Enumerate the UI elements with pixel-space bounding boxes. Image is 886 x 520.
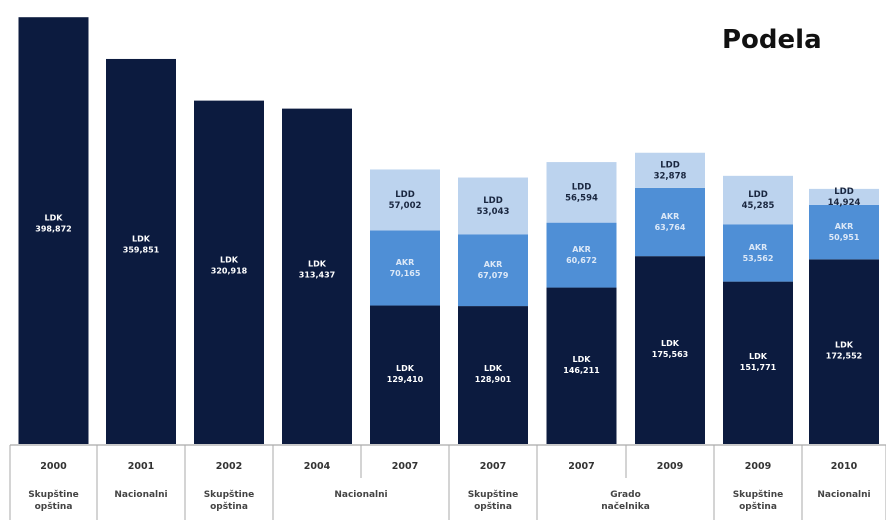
bar-3: LDK 320,918 [194, 100, 264, 444]
bar-6: LDK 128,901 AKR 67,079 LDD 53,043 [458, 177, 528, 444]
data-label-akr: AKR 50,951 [829, 222, 860, 242]
data-label-ldk: LDK 313,437 [299, 259, 335, 279]
year-label: 2009 [745, 461, 771, 472]
category-label: Skupštine opština [204, 489, 255, 512]
category-label: Skupštine opština [28, 489, 79, 512]
data-label-akr: AKR 70,165 [390, 258, 421, 278]
data-label-ldk: LDK 129,410 [387, 364, 424, 384]
data-label-ldd: LDD 53,043 [477, 196, 510, 217]
bar-segment-akr [370, 230, 440, 306]
data-label-ldd: LDD 32,878 [654, 160, 687, 181]
data-label-ldk: LDK 128,901 [475, 364, 512, 384]
data-label-ldd: LDD 56,594 [565, 182, 598, 203]
bar-segment-akr [723, 224, 793, 282]
data-label-ldk: LDK 172,552 [826, 341, 862, 361]
bar-segment-ldd [458, 177, 528, 235]
bar-segment-akr [458, 234, 528, 307]
data-label-ldk: LDK 398,872 [35, 214, 71, 234]
data-label-akr: AKR 53,562 [743, 243, 774, 263]
data-label-ldd: LDD 45,285 [742, 190, 775, 211]
axis-layer: 2000 2001 2002 2004 2007 2007 2007 2009 2009 2010… [9, 444, 886, 520]
data-label-ldd: LDD 57,002 [389, 190, 422, 211]
year-label: 2000 [40, 461, 67, 472]
bar-segment-ldk [194, 100, 264, 444]
bar-segment-akr [635, 187, 705, 257]
bar-segment-ldd [370, 169, 440, 231]
bar-9: LDK 151,771 AKR 53,562 LDD 45,285 [723, 175, 793, 444]
bar-segment-ldd [546, 162, 617, 223]
data-label-ldd: LDD 14,924 [828, 187, 861, 208]
year-label: 2002 [216, 461, 242, 472]
category-label: Nacionalni [114, 490, 167, 500]
bar-segment-ldk [282, 108, 352, 445]
bar-segment-ldk [370, 305, 440, 444]
category-label: Skupštine opština [733, 489, 784, 512]
bar-segment-akr [809, 204, 879, 260]
category-label: Grado načelnika [601, 490, 650, 512]
data-label-akr: AKR 60,672 [566, 245, 597, 265]
year-label: 2007 [480, 461, 506, 472]
bar-segment-ldk [809, 259, 879, 444]
bar-segment-ldd [635, 152, 705, 188]
bar-5: LDK 129,410 AKR 70,165 LDD 57,002 [370, 169, 440, 444]
year-label: 2010 [831, 461, 858, 472]
bar-1: LDK 398,872 [18, 17, 89, 444]
bar-segment-ldd [809, 188, 879, 205]
bar-4: LDK 313,437 [282, 108, 352, 445]
bar-10: LDK 172,552 AKR 50,951 LDD 14,924 [809, 187, 879, 444]
data-label-ldk: LDK 359,851 [123, 234, 160, 254]
data-label-akr: AKR 67,079 [478, 260, 509, 280]
bar-segment-ldk [635, 256, 705, 444]
data-label-ldk: LDK 151,771 [740, 352, 777, 372]
bar-segment-ldk [458, 306, 528, 444]
bar-2: LDK 359,851 [106, 58, 176, 444]
data-label-akr: AKR 63,764 [655, 212, 686, 232]
category-label: Nacionalni [334, 490, 387, 500]
bar-segment-ldd [723, 175, 793, 225]
bar-segment-akr [546, 222, 617, 288]
bar-segment-ldk [546, 287, 617, 444]
data-label-ldk: LDK 146,211 [563, 355, 600, 375]
year-label: 2004 [304, 461, 331, 472]
data-label-ldk: LDK 175,563 [652, 339, 688, 359]
bar-segment-ldk [18, 17, 89, 444]
data-label-ldk: LDK 320,918 [211, 255, 248, 275]
bar-8: LDK 175,563 AKR 63,764 LDD 32,878 [635, 152, 705, 444]
year-label: 2007 [392, 461, 418, 472]
bar-segment-ldk [723, 281, 793, 444]
bar-7: LDK 146,211 AKR 60,672 LDD 56,594 [546, 162, 617, 444]
category-label: Nacionalni [817, 490, 870, 500]
chart-title: Podela [722, 25, 822, 55]
year-label: 2009 [657, 461, 683, 472]
bars-layer: LDK 398,872 LDK 359,851 LDK 320,918 LDK 313,437… [18, 17, 879, 445]
year-label: 2007 [568, 461, 594, 472]
bar-segment-ldk [106, 58, 176, 444]
year-label: 2001 [128, 461, 154, 472]
category-label: Skupštine opština [468, 489, 519, 512]
